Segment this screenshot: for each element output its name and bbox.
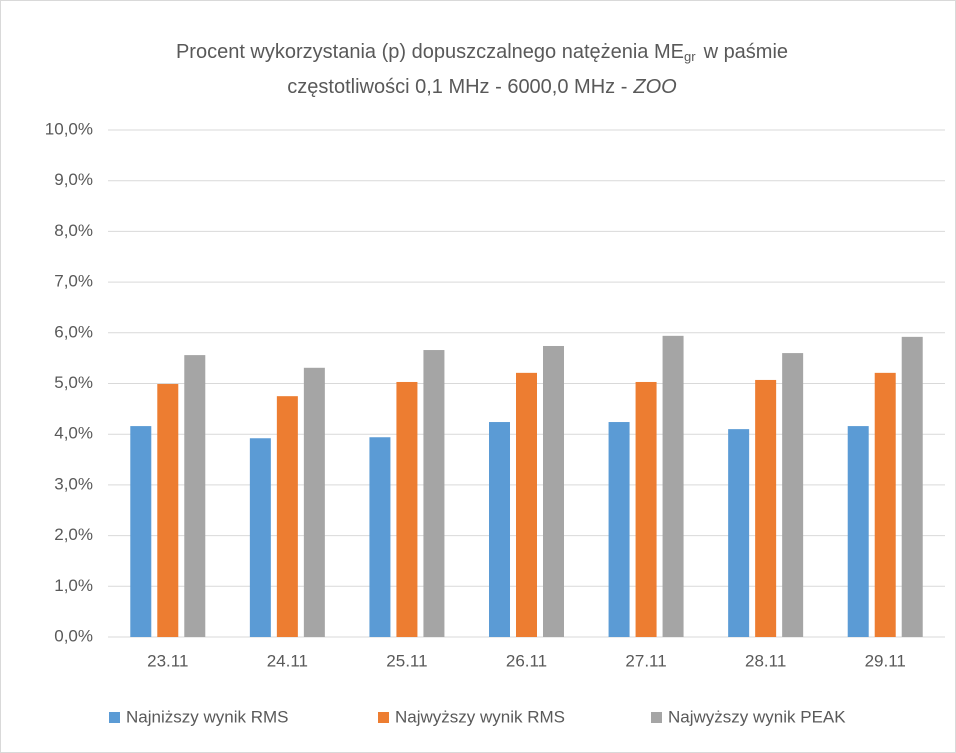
title-text: Procent wykorzystania (p) dopuszczalnego… <box>176 41 684 63</box>
title-text: częstotliwości 0,1 MHz - 6000,0 MHz - <box>287 76 627 98</box>
bar <box>635 381 657 637</box>
legend-swatch <box>378 712 389 723</box>
title-subscript: gr <box>684 49 696 64</box>
bar <box>755 379 777 637</box>
y-tick-label: 5,0% <box>54 373 93 392</box>
legend-swatch <box>109 712 120 723</box>
y-tick-label: 6,0% <box>54 322 93 341</box>
x-tick-label: 23.11 <box>147 651 188 670</box>
bar <box>303 367 325 637</box>
x-tick-label: 24.11 <box>267 651 308 670</box>
bar <box>516 372 537 637</box>
y-tick-label: 4,0% <box>54 424 93 443</box>
y-tick-label: 2,0% <box>54 525 93 544</box>
bar <box>901 336 923 637</box>
legend-label: Najwyższy wynik RMS <box>395 707 565 726</box>
bar <box>608 422 630 637</box>
title-text: w paśmie <box>703 41 788 63</box>
bar <box>543 345 564 637</box>
legend-label: Najniższy wynik RMS <box>126 707 288 726</box>
bar <box>276 396 298 637</box>
chart-title: Procent wykorzystania (p) dopuszczalnego… <box>176 41 788 64</box>
y-tick-label: 0,0% <box>54 626 93 645</box>
bar <box>874 372 896 637</box>
y-tick-label: 1,0% <box>54 576 93 595</box>
bar <box>130 426 152 637</box>
bar <box>847 426 869 637</box>
x-tick-label: 27.11 <box>625 651 666 670</box>
bar <box>157 384 179 637</box>
bar <box>782 353 804 637</box>
bar <box>423 350 445 637</box>
y-tick-label: 9,0% <box>54 170 93 189</box>
bar <box>662 335 684 637</box>
y-tick-label: 8,0% <box>54 221 93 240</box>
x-tick-label: 28.11 <box>745 651 786 670</box>
bar <box>728 429 750 637</box>
y-tick-label: 3,0% <box>54 474 93 493</box>
x-tick-label: 26.11 <box>506 651 547 670</box>
y-tick-label: 10,0% <box>45 119 93 138</box>
chart-title: częstotliwości 0,1 MHz - 6000,0 MHz - ZOO <box>287 76 676 98</box>
legend-label: Najwyższy wynik PEAK <box>668 707 846 726</box>
x-tick-label: 25.11 <box>386 651 427 670</box>
title-italic: ZOO <box>632 76 676 98</box>
bar <box>396 381 418 637</box>
y-tick-label: 7,0% <box>54 272 93 291</box>
bar <box>489 422 510 637</box>
x-tick-label: 29.11 <box>865 651 906 670</box>
bar <box>249 438 271 637</box>
bar <box>184 355 206 637</box>
legend-swatch <box>651 712 662 723</box>
bar <box>369 437 391 637</box>
